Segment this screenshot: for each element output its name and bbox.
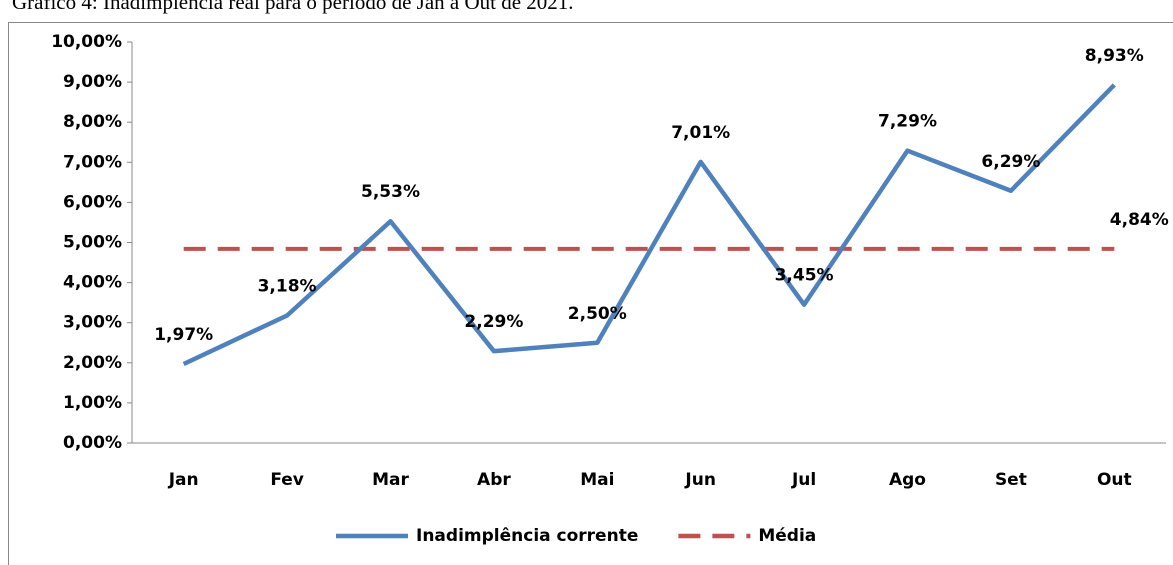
data-label: 8,93% [1085,46,1144,66]
y-tick-label: 10,00% [51,32,122,52]
data-label: 3,18% [258,276,317,296]
data-label: 7,01% [671,123,730,143]
x-tick-label: Ago [889,470,926,490]
chart-title: Gráfico 4: Inadimplência real para o per… [12,0,574,14]
y-tick-label: 1,00% [63,393,122,413]
y-tick-label: 9,00% [63,72,122,92]
data-label: 3,45% [775,266,834,286]
x-tick-label: Jun [684,470,716,490]
x-tick-label: Mai [580,470,614,490]
data-label: 2,50% [568,304,627,324]
y-tick-label: 7,00% [63,152,122,172]
chart-frame [8,22,1173,565]
y-tick-label: 2,00% [63,353,122,373]
y-tick-label: 6,00% [63,192,122,212]
y-tick-label: 8,00% [63,112,122,132]
x-tick-label: Jul [791,470,816,490]
legend-label: Inadimplência corrente [416,526,638,546]
y-tick-label: 3,00% [63,313,122,333]
x-tick-label: Jan [168,470,199,490]
data-label: 4,84% [1110,210,1169,230]
y-tick-label: 5,00% [63,233,122,253]
data-label: 6,29% [981,152,1040,172]
y-tick-label: 0,00% [63,433,122,453]
x-tick-label: Out [1097,470,1132,490]
data-label: 5,53% [361,182,420,202]
data-label: 7,29% [878,112,937,132]
legend-label: Média [758,526,816,546]
x-tick-label: Fev [270,470,304,490]
x-tick-label: Mar [372,470,409,490]
data-label: 1,97% [154,325,213,345]
x-tick-label: Abr [477,470,511,490]
line-series [182,83,1116,367]
y-tick-label: 4,00% [63,273,122,293]
data-label: 2,29% [464,312,523,332]
x-tick-label: Set [995,470,1027,490]
